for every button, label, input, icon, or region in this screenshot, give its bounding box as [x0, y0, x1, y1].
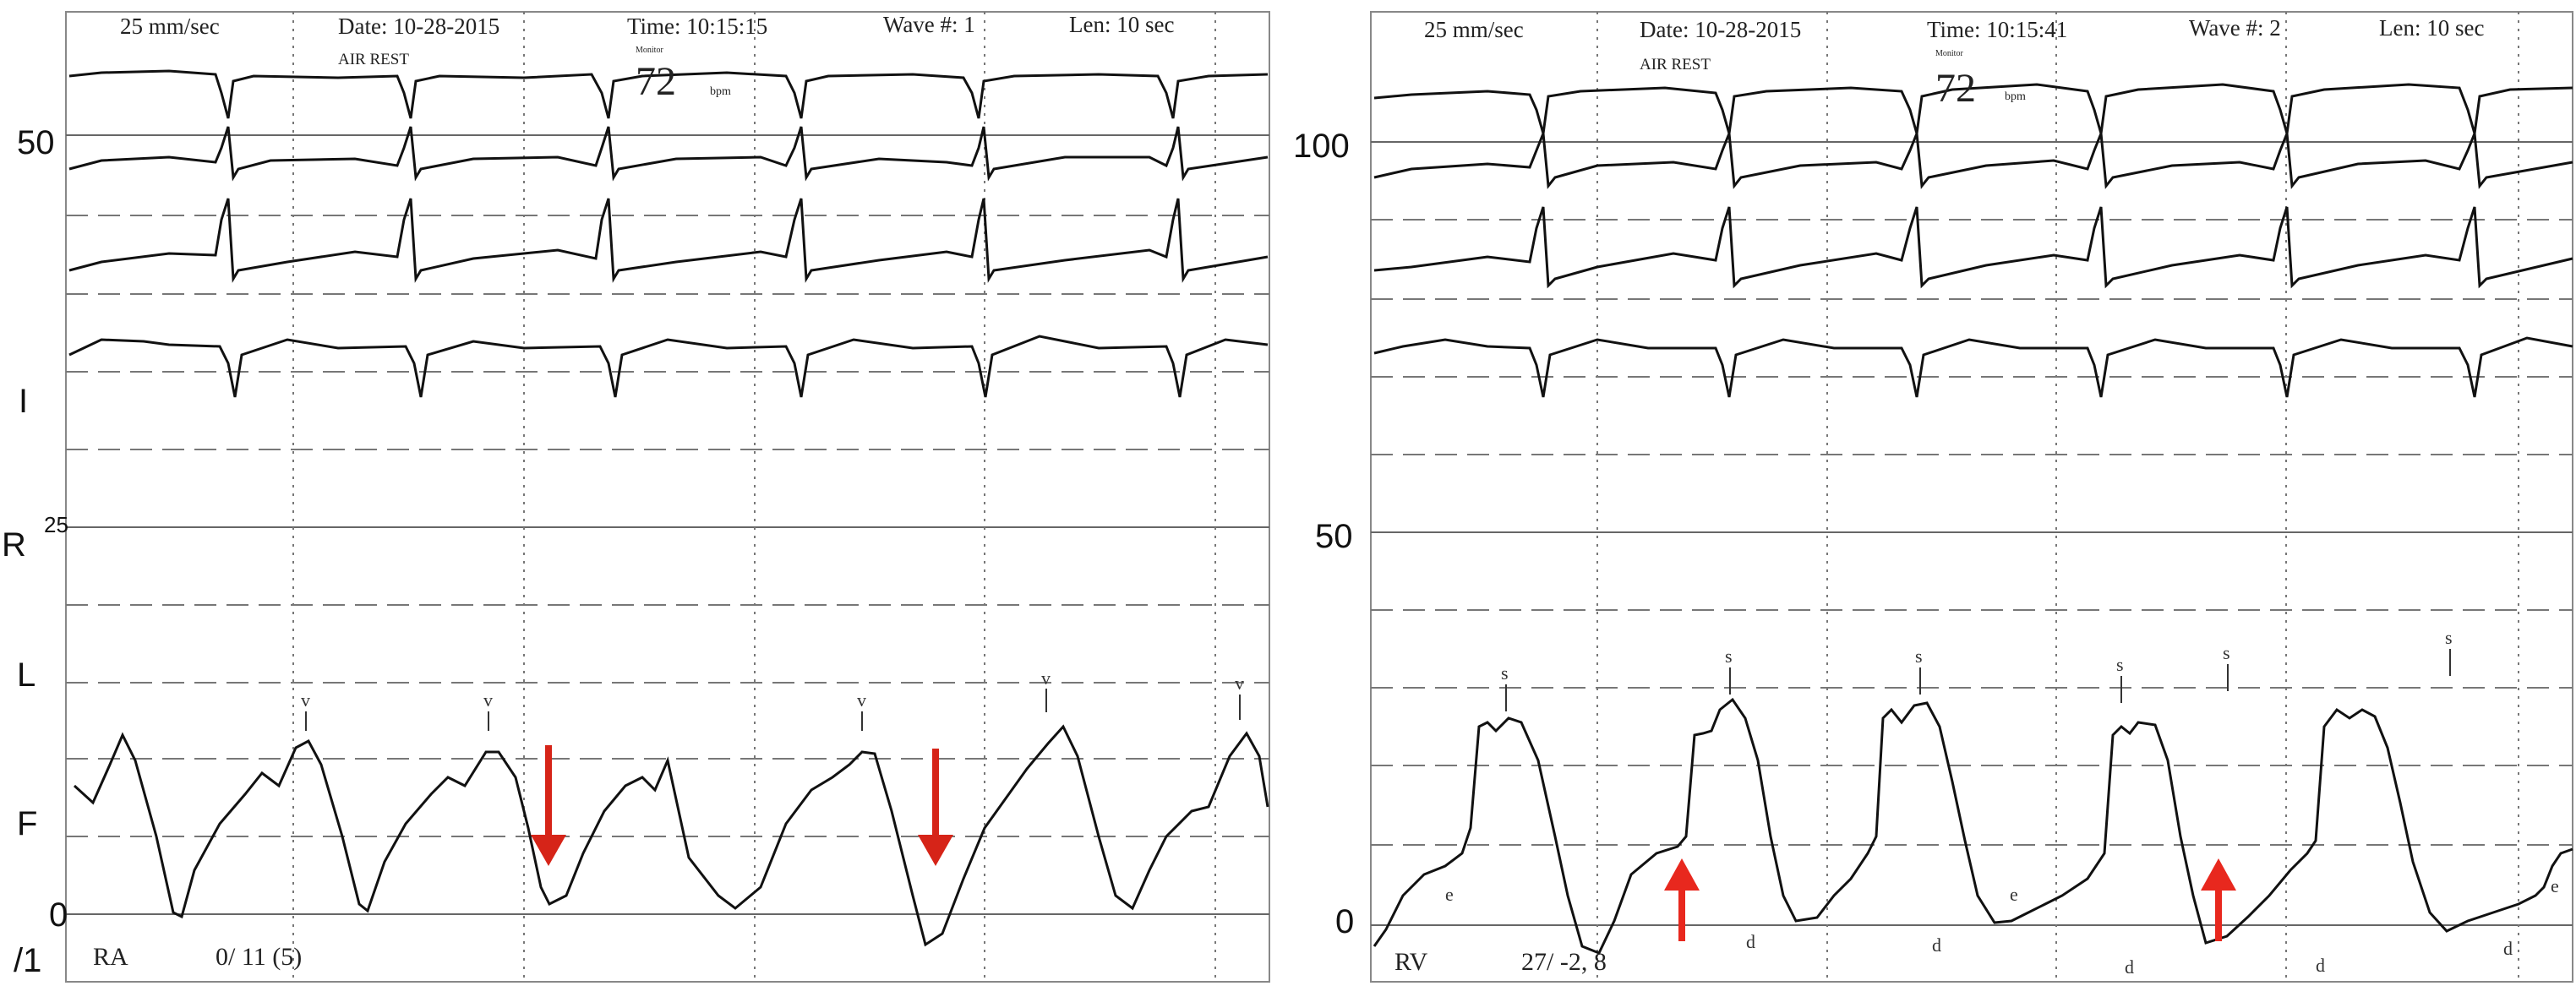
left-speed-label: 25 mm/sec — [120, 14, 220, 39]
left-v-marker-label: v — [301, 689, 310, 711]
right-d-marker-label: d — [1932, 934, 1941, 956]
right-wave-label: Wave #: 2 — [2189, 15, 2281, 41]
left-scale-50: 50 — [17, 124, 55, 161]
red-arrow-up — [2201, 858, 2236, 941]
right-scale-50: 50 — [1315, 518, 1353, 555]
left-time-label: Time: 10:15:15 — [627, 14, 767, 39]
left-heart-rate: 72 — [636, 59, 676, 104]
right-s-marker-label: s — [1915, 646, 1923, 667]
left-dotted-vertical-gridlines — [292, 12, 1216, 982]
right-s-marker-label: s — [2445, 627, 2453, 648]
right-speed-label: 25 mm/sec — [1424, 17, 1524, 42]
right-length-label: Len: 10 sec — [2379, 15, 2484, 41]
right-s-marker-label: s — [1725, 646, 1733, 667]
right-e-marker-label: e — [1445, 884, 1454, 905]
right-heart-rate-unit: bpm — [2005, 90, 2026, 103]
right-dashed-gridlines — [1371, 219, 2573, 846]
left-ecg-traces — [68, 69, 1269, 398]
right-ecg-lead-3 — [1373, 206, 2573, 289]
left-pressure-readout: 0/ 11 (5) — [216, 943, 302, 971]
red-arrow-up — [1664, 858, 1700, 941]
right-rv-pressure-wave — [1373, 697, 2573, 955]
right-heart-rate: 72 — [1935, 66, 1976, 111]
right-chamber-label: RV — [1394, 948, 1428, 976]
right-scale-100: 100 — [1293, 128, 1350, 165]
right-monitor-label: Monitor — [1935, 49, 1963, 58]
lead-label-i: I — [19, 383, 28, 420]
left-tracing-svg: v v v v v 25 mm/sec Date: 10-28-2015 Tim… — [2, 11, 1270, 983]
left-solid-gridlines — [66, 134, 1269, 915]
left-ra-pressure-wave — [73, 724, 1269, 947]
right-dotted-vertical-gridlines — [1596, 12, 2519, 982]
right-s-marker-label: s — [2223, 642, 2230, 663]
left-chamber-label: RA — [93, 943, 128, 971]
right-scale-0: 0 — [1335, 903, 1354, 940]
left-red-arrows — [531, 745, 953, 866]
right-e-marker-label: e — [2010, 884, 2018, 905]
left-condition-label: AIR REST — [338, 51, 409, 68]
left-frame — [65, 11, 1270, 983]
right-s-marker-label: s — [1501, 662, 1509, 684]
left-ecg-lead-3 — [68, 198, 1269, 283]
left-dashed-gridlines — [66, 215, 1269, 837]
red-arrow-down — [918, 749, 953, 866]
right-tracing-svg: s s s s s s e e e d d d d d — [1293, 11, 2573, 983]
right-wave-marker-ticks — [1505, 649, 2451, 711]
left-scale-25: 25 — [44, 512, 68, 537]
left-ecg-lead-4 — [68, 335, 1269, 398]
left-ecg-lead-1 — [68, 69, 1269, 119]
right-d-marker-label: d — [2503, 938, 2513, 959]
left-ecg-lead-2 — [68, 126, 1269, 182]
left-v-marker-label: v — [1235, 673, 1244, 694]
left-heart-rate-unit: bpm — [710, 85, 731, 98]
left-scale-0: 0 — [49, 896, 68, 934]
left-v-marker-label: v — [483, 689, 493, 711]
left-monitor-label: Monitor — [636, 46, 663, 55]
right-time-label: Time: 10:15:41 — [1927, 17, 2067, 42]
right-condition-label: AIR REST — [1640, 56, 1711, 74]
left-panel-ra-tracing: v v v v v 25 mm/sec Date: 10-28-2015 Tim… — [0, 0, 1276, 986]
right-pressure-readout: 27/ -2, 8 — [1521, 948, 1607, 976]
left-v-marker-label: v — [1041, 667, 1051, 689]
left-v-markers — [305, 689, 1241, 731]
right-ecg-traces — [1373, 83, 2573, 398]
left-v-marker-label: v — [857, 689, 866, 711]
right-solid-gridlines — [1371, 141, 2573, 926]
lead-label-f: F — [17, 805, 37, 842]
right-d-marker-label: d — [2125, 956, 2134, 978]
left-length-label: Len: 10 sec — [1069, 12, 1174, 37]
right-ecg-lead-4 — [1373, 336, 2573, 398]
left-scale-range: /1 — [14, 942, 41, 979]
right-panel-rv-tracing: s s s s s s e e e d d d d d — [1276, 0, 2576, 986]
red-arrow-down — [531, 745, 566, 866]
right-date-label: Date: 10-28-2015 — [1640, 17, 1801, 42]
right-red-arrows — [1664, 858, 2236, 941]
lead-label-r: R — [2, 526, 26, 564]
left-date-label: Date: 10-28-2015 — [338, 14, 499, 39]
right-d-marker-label: d — [1746, 931, 1755, 952]
right-ecg-lead-2 — [1373, 133, 2573, 189]
right-ecg-lead-1 — [1373, 83, 2573, 134]
right-frame — [1370, 11, 2573, 983]
left-wave-label: Wave #: 1 — [883, 12, 975, 37]
lead-label-l: L — [17, 656, 35, 694]
right-e-marker-label: e — [2551, 875, 2559, 896]
right-s-marker-label: s — [2116, 654, 2124, 675]
right-d-marker-label: d — [2316, 955, 2325, 976]
